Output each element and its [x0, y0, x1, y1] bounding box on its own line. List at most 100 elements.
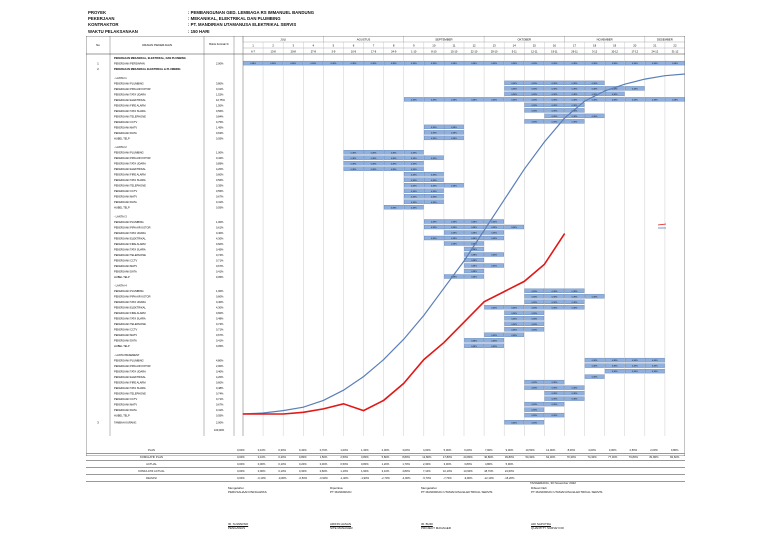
schedule-bar-value: 0,38% — [572, 116, 578, 118]
schedule-bar — [524, 321, 545, 326]
row-bobot: 1,52% — [216, 92, 224, 96]
project-header: PROYEK: PEMBANGUNAN GED. LEMBAGA RS IMMA… — [88, 10, 314, 35]
footer-cell: 0,10% — [278, 469, 286, 473]
schedule-bar-value: 0,38% — [552, 404, 558, 406]
row-label: PEKERJAAN TELEPHONE — [114, 114, 146, 118]
schedule-bar — [343, 60, 364, 66]
schedule-bar-value: 0,38% — [531, 318, 537, 320]
schedule-bar-value: 0,38% — [572, 111, 578, 113]
schedule-bar-value: 0,38% — [491, 340, 497, 342]
month-label: NOVEMBER — [597, 38, 613, 42]
schedule-bar-value: 0,38% — [632, 360, 638, 362]
schedule-bar-value: 0,38% — [431, 180, 437, 182]
schedule-bar — [403, 205, 424, 210]
schedule-bar-value: 0,38% — [572, 307, 578, 309]
header-label: KONTRAKTOR — [88, 22, 119, 28]
schedule-bar-value: 0,38% — [471, 249, 477, 251]
row-label: PEKERJAAN ELEKTRIKAL — [114, 306, 146, 310]
schedule-bar-value: 0,38% — [471, 271, 477, 273]
row-bobot: 4,20% — [216, 167, 224, 171]
week-number: 19 — [613, 44, 617, 48]
schedule-bar — [544, 396, 565, 401]
schedule-bar — [604, 357, 625, 363]
schedule-bar-value: 0,38% — [632, 371, 638, 373]
schedule-bar — [524, 407, 545, 412]
row-label: PEKERJAAN TATA UDARA — [114, 162, 146, 166]
schedule-bar — [524, 288, 545, 293]
schedule-bar-value: 0,38% — [531, 105, 537, 107]
schedule-bar — [403, 166, 424, 171]
schedule-bar-value: 0,38% — [531, 89, 537, 91]
schedule-bar — [363, 60, 384, 66]
schedule-bar — [645, 97, 665, 102]
plan-point — [624, 83, 626, 85]
actual-point — [242, 413, 244, 415]
schedule-bar-value: 0,38% — [572, 302, 578, 304]
schedule-bar — [504, 332, 525, 337]
schedule-bar-value: 0,38% — [592, 116, 598, 118]
schedule-bar-value: 0,38% — [592, 100, 598, 102]
schedule-bar — [564, 305, 585, 310]
actual-point — [503, 291, 505, 293]
schedule-bar — [544, 294, 565, 299]
schedule-bar-value: 0,38% — [552, 291, 558, 293]
schedule-bar — [665, 97, 685, 102]
schedule-bar-value: 0,38% — [652, 371, 658, 373]
schedule-bar — [484, 235, 504, 241]
schedule-bar-value: 0,38% — [511, 307, 517, 309]
row-label: PEKERJAAN TATA UDARA — [114, 300, 146, 304]
row-bobot: 0,41% — [216, 408, 224, 412]
schedule-bar-value: 0,38% — [451, 238, 457, 240]
schedule-bar — [564, 288, 585, 293]
schedule-bar-value: 0,38% — [531, 329, 537, 331]
row-label: PEKERJAAN MATV — [114, 403, 137, 407]
footer-cell: 0,00% — [257, 462, 266, 466]
footer-cell: 79,80% — [628, 455, 638, 459]
schedule-bar-value: 0,38% — [552, 382, 558, 384]
signature-block: Mengetahui PERUSAHAAN PENGAWAS IR. SUWARNO… — [228, 486, 267, 530]
footer-cell: 3,10% — [381, 469, 390, 473]
signature-role: Mengetahui — [228, 486, 244, 490]
schedule-bar — [504, 316, 525, 321]
schedule-bar — [424, 97, 444, 102]
week-number: 6 — [353, 44, 355, 48]
footer-cell: -9,90% — [463, 476, 473, 480]
schedule-bar — [403, 150, 424, 155]
header-value: : PEMBANGUNAN GED. LEMBAGA RS IMMANUEL B… — [188, 10, 315, 15]
actual-point — [282, 413, 284, 415]
header-field: WAKTU PELAKSANAAN: 150 HARI — [88, 29, 314, 35]
footer-cell: 0,10% — [278, 462, 286, 466]
schedule-bar — [504, 321, 525, 326]
schedule-bar-value: 0,38% — [612, 366, 618, 368]
signature-name: ARIFIN HASAN — [330, 522, 352, 526]
col-no: No — [96, 43, 100, 47]
schedule-bar-value: 0,38% — [592, 377, 598, 379]
schedule-bar — [383, 166, 404, 171]
row-label: HUBEL TELP — [114, 136, 130, 140]
schedule-bar — [645, 60, 665, 66]
schedule-bar-value: 0,38% — [491, 222, 497, 224]
row-label: - LANTAI 2 — [114, 145, 127, 149]
schedule-bar-value: 0,38% — [471, 222, 477, 224]
row-label: TAMBAH KURANG — [114, 421, 136, 425]
schedule-bar — [504, 60, 525, 66]
footer-progress-table: PLAN 0,00% 0,10% 0,30% 0,40% 0,70% 1,00% 1,30% 2… — [86, 447, 685, 482]
schedule-bar — [624, 97, 645, 102]
schedule-bar-value: 0,38% — [531, 83, 537, 85]
schedule-bar-value: 0,38% — [572, 291, 578, 293]
schedule-bar — [544, 86, 565, 91]
footer-cell: 0,00% — [237, 469, 245, 473]
schedule-bar — [424, 224, 444, 230]
schedule-bar — [624, 86, 645, 91]
footer-cell: 50,30% — [525, 455, 535, 459]
schedule-bar-value: 0,38% — [511, 63, 517, 65]
row-bobot: 0,40% — [216, 231, 224, 235]
schedule-bar-value: 0,38% — [652, 100, 658, 102]
schedule-bar — [424, 124, 444, 130]
row-bobot: 0,05% — [216, 206, 224, 210]
row-label: PEKERJAAN DATA — [114, 408, 137, 412]
schedule-bar-value: 0,38% — [451, 100, 457, 102]
schedule-bar-value: 0,38% — [371, 169, 377, 171]
schedule-bar — [484, 60, 504, 66]
schedule-bar-value: 0,38% — [531, 291, 537, 293]
